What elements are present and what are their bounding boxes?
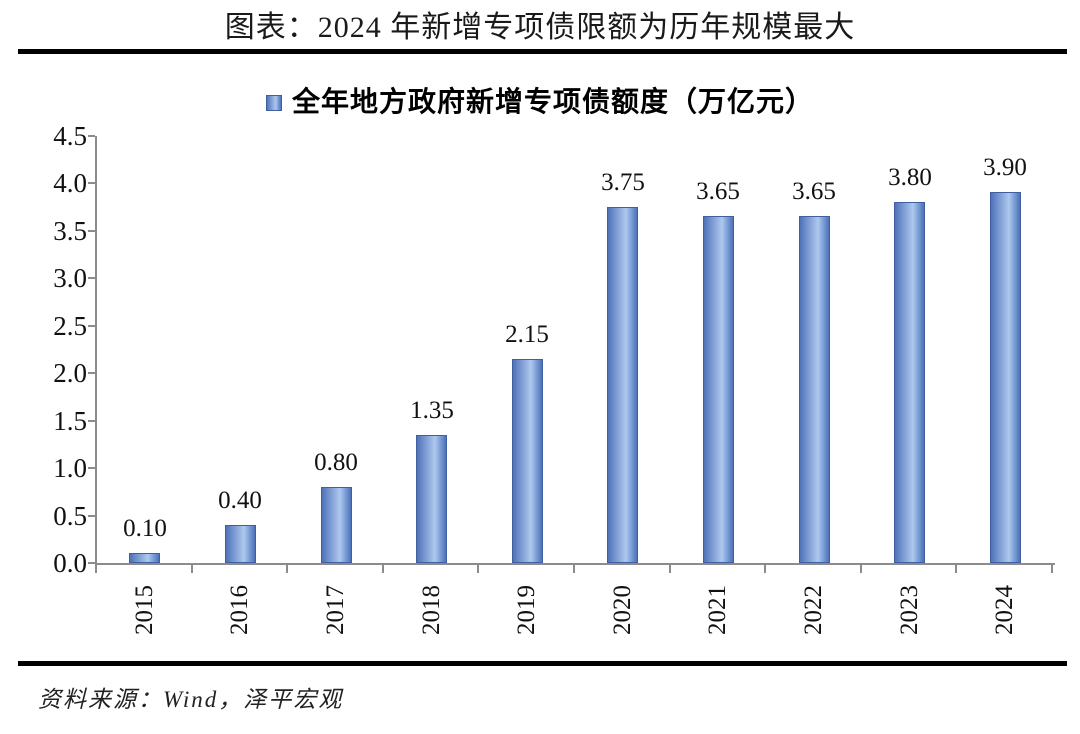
x-axis-tick [955, 565, 958, 573]
bar-value-label: 0.80 [314, 449, 358, 476]
bar-value-label: 3.75 [601, 169, 645, 196]
y-axis-tick-label: 4.0 [53, 168, 87, 198]
x-axis-category-label: 2018 [418, 585, 445, 635]
y-axis-tick-label: 1.5 [53, 405, 87, 436]
x-axis-tick [477, 565, 480, 573]
y-axis-tick [88, 277, 95, 279]
bar-2016 [225, 525, 256, 563]
bottom-divider [18, 661, 1067, 666]
y-axis-tick [88, 134, 95, 137]
x-axis-category-label: 2015 [131, 585, 158, 635]
y-axis-tick [88, 372, 95, 374]
y-axis-tick-label: 2.0 [53, 358, 87, 388]
y-axis-tick [88, 514, 95, 517]
bar-value-label: 2.15 [505, 321, 549, 348]
bar-2024 [990, 192, 1021, 563]
x-axis-category-label: 2017 [322, 585, 349, 635]
bar-value-label: 3.65 [792, 178, 836, 205]
bar-2023 [894, 202, 925, 563]
y-axis-tick [88, 467, 95, 469]
y-axis-tick-label: 0.5 [53, 500, 87, 531]
x-axis-category-label: 2024 [991, 585, 1018, 635]
top-divider [18, 49, 1067, 54]
bar-value-label: 3.65 [696, 178, 740, 205]
x-axis-category-label: 2021 [704, 585, 731, 635]
y-axis-tick-label: 0.0 [53, 548, 87, 578]
x-axis-category-label: 2020 [609, 585, 636, 635]
bar-value-label: 3.80 [888, 164, 932, 191]
y-axis-tick-label: 1.0 [53, 453, 87, 483]
x-axis-tick [95, 565, 97, 573]
legend-square-icon [265, 95, 282, 111]
bar-value-label: 0.10 [123, 515, 167, 542]
x-axis-tick [1051, 565, 1053, 573]
bar-2022 [799, 216, 830, 563]
bar-2020 [607, 207, 638, 563]
y-axis-tick-label: 3.5 [53, 215, 87, 246]
legend: 全年地方政府新增专项债额度（万亿元） [0, 86, 1080, 120]
x-axis-category-label: 2023 [896, 585, 923, 635]
bar-2021 [703, 216, 734, 563]
y-axis-tick [88, 324, 95, 327]
x-axis-tick [286, 565, 289, 573]
x-axis-category-label: 2022 [800, 585, 827, 635]
x-axis-category-label: 2019 [513, 585, 540, 635]
chart-title: 图表：2024 年新增专项债限额为历年规模最大 [224, 11, 856, 44]
y-axis-tick-label: 3.0 [53, 263, 87, 293]
bar-value-label: 1.35 [410, 397, 454, 424]
x-axis-tick [668, 565, 671, 573]
x-axis-line [95, 563, 1055, 565]
source-attribution: 资料来源：Wind，泽平宏观 [38, 687, 344, 712]
bar-2018 [416, 435, 447, 563]
x-axis-tick [859, 565, 862, 573]
y-axis-tick-label: 2.5 [53, 310, 87, 341]
y-axis-tick-label: 4.5 [53, 120, 87, 151]
bar-2017 [321, 487, 352, 563]
bar-2019 [512, 359, 543, 563]
x-axis-tick [573, 565, 575, 573]
y-axis-line [95, 136, 97, 565]
y-axis-tick [88, 182, 95, 184]
x-axis-category-label: 2016 [226, 585, 253, 635]
bar-2015 [129, 553, 160, 563]
x-axis-tick [764, 565, 767, 573]
bar-value-label: 0.40 [218, 487, 262, 514]
legend-label: 全年地方政府新增专项债额度（万亿元） [291, 87, 814, 118]
x-axis-tick [190, 565, 193, 573]
y-axis-tick [88, 562, 95, 564]
x-axis-tick [381, 565, 384, 573]
bar-value-label: 3.90 [983, 154, 1027, 181]
y-axis-tick [88, 419, 95, 422]
y-axis-tick [88, 229, 95, 232]
